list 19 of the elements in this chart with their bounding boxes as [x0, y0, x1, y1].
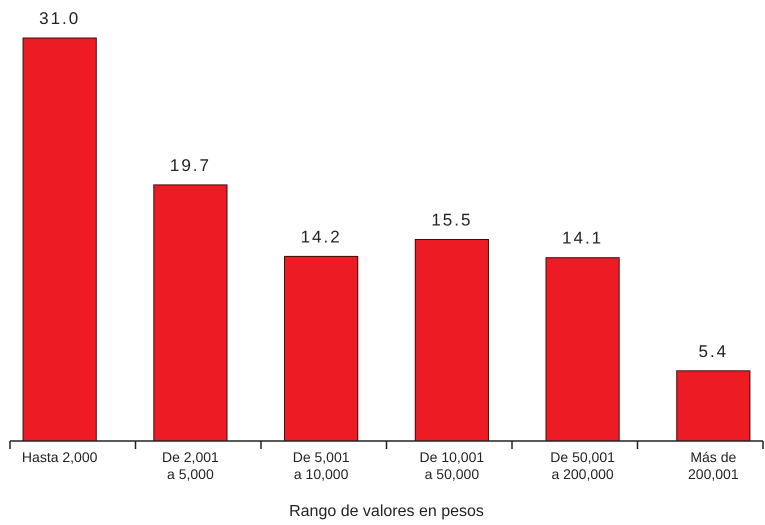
data-label: 19.7 — [170, 156, 211, 175]
x-tick-label: De 50,001 a 200,000 — [550, 449, 616, 482]
bar — [284, 256, 358, 442]
x-tick-label: De 5,001 a 10,000 — [292, 449, 350, 482]
bar — [153, 184, 228, 442]
bar — [676, 370, 750, 442]
bar — [414, 239, 489, 442]
data-label: 14.1 — [562, 228, 604, 248]
data-label: 5.4 — [698, 342, 728, 361]
data-label: 14.2 — [300, 227, 342, 246]
data-label: 31.0 — [39, 9, 80, 28]
x-tick-label: Más de 200,001 — [688, 449, 739, 482]
x-tick-label: Hasta 2,000 — [22, 449, 98, 465]
x-tick-label: De 2,001 a 5,000 — [162, 449, 220, 482]
x-tick-label: De 10,001 a 50,000 — [420, 449, 484, 482]
bar — [22, 38, 97, 442]
bar — [545, 257, 620, 442]
data-label: 15.5 — [431, 210, 472, 230]
x-axis-title: Rango de valores en pesos — [289, 503, 484, 520]
